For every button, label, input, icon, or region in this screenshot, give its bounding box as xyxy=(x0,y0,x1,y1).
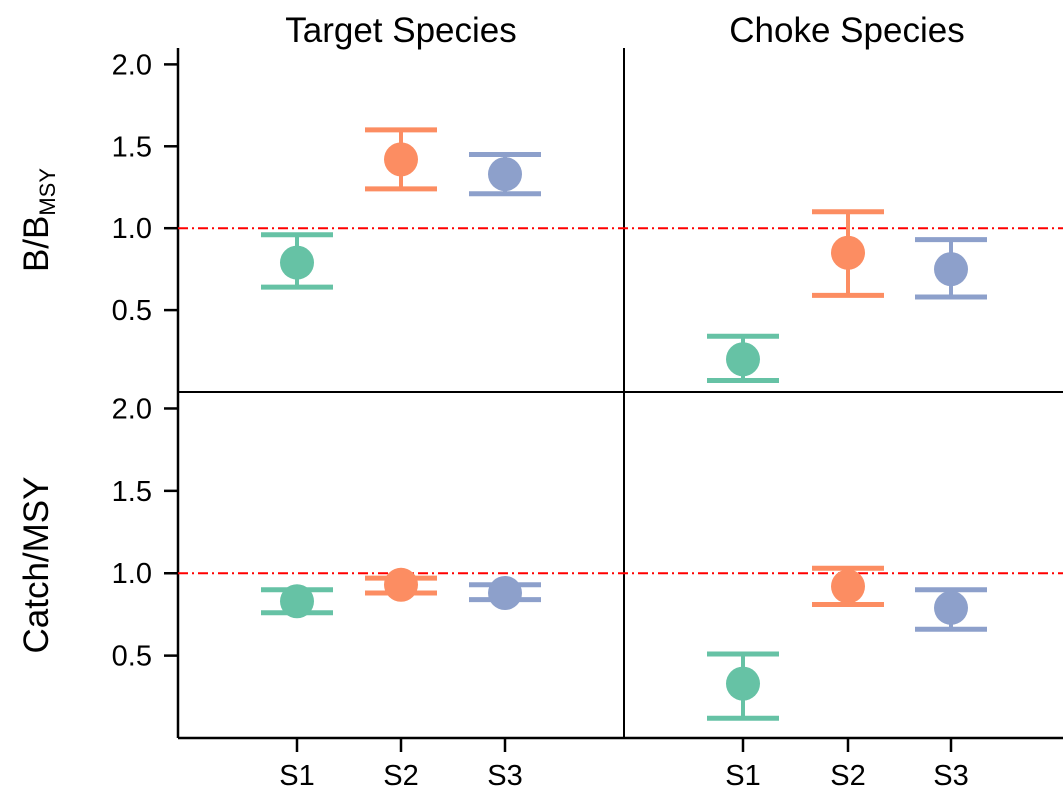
data-point-s2 xyxy=(831,235,865,270)
y-tick-label: 1.5 xyxy=(112,476,152,508)
column-title: Choke Species xyxy=(729,11,964,50)
x-tick-label: S3 xyxy=(487,760,522,792)
y-tick-label: 1.0 xyxy=(112,213,152,245)
data-point-s3 xyxy=(934,590,968,625)
data-point-s1 xyxy=(726,666,760,701)
data-point-s1 xyxy=(280,245,314,280)
data-point-s1 xyxy=(726,342,760,377)
data-marks xyxy=(261,127,987,721)
reference-lines xyxy=(178,227,1063,575)
x-tick-label: S3 xyxy=(933,760,968,792)
x-tick-label: S2 xyxy=(830,760,865,792)
data-point-s1 xyxy=(280,584,314,619)
y-axis-label: B/BMSY xyxy=(17,168,60,272)
data-point-s3 xyxy=(934,252,968,287)
y-tick-label: 2.0 xyxy=(112,393,152,425)
x-tick-label: S2 xyxy=(383,760,418,792)
data-point-s2 xyxy=(384,142,418,177)
data-point-s3 xyxy=(488,157,522,192)
data-point-s2 xyxy=(384,567,418,602)
data-point-s3 xyxy=(488,576,522,611)
chart-labels: 0.5 1.0 1.5 2.0 0.5 1.0 1.5 2.0 S1 S2 S3 S1 S2 S3 Targ… xyxy=(17,11,969,792)
x-tick-label: S1 xyxy=(725,760,760,792)
column-title: Target Species xyxy=(285,11,517,50)
panel-frame xyxy=(164,48,1063,752)
y-tick-label: 0.5 xyxy=(112,295,152,327)
y-tick-label: 1.5 xyxy=(112,131,152,163)
data-point-s2 xyxy=(831,569,865,604)
y-tick-label: 1.0 xyxy=(112,558,152,590)
y-axis-label: Catch/MSY xyxy=(17,477,56,654)
y-tick-label: 0.5 xyxy=(112,641,152,673)
y-tick-label: 2.0 xyxy=(112,49,152,81)
x-tick-label: S1 xyxy=(279,760,314,792)
